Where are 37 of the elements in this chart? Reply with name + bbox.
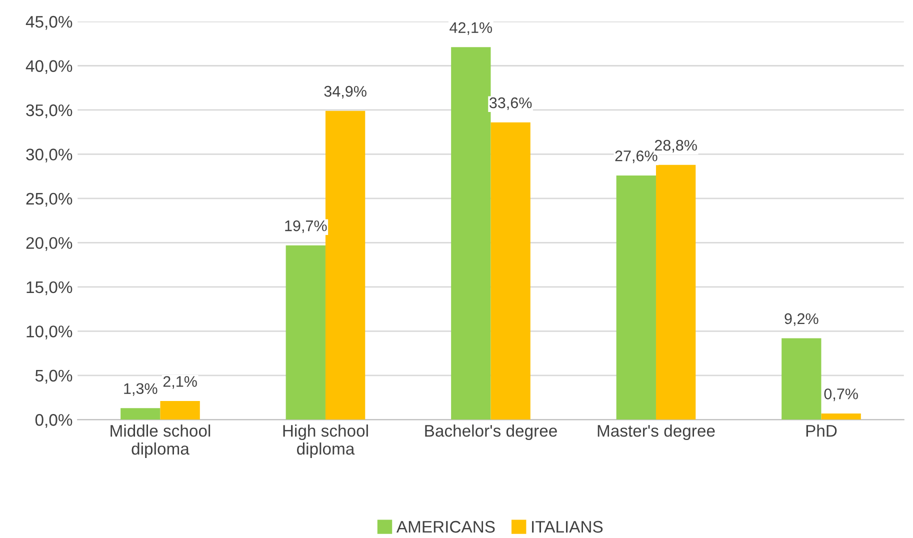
bar bbox=[616, 175, 656, 420]
x-tick-label: High school diploma bbox=[283, 424, 368, 458]
legend-label: AMERICANS bbox=[396, 520, 495, 533]
y-tick-label: 35,0% bbox=[26, 104, 72, 118]
legend-label: ITALIANS bbox=[532, 520, 603, 533]
bar bbox=[325, 110, 366, 420]
y-tick-label: 5,0% bbox=[35, 370, 72, 384]
y-tick-label: 15,0% bbox=[26, 281, 72, 296]
y-tick-label: 30,0% bbox=[26, 148, 72, 162]
x-tick-label: Master's degree bbox=[598, 424, 715, 440]
bar bbox=[120, 408, 160, 420]
data-label: 33,6% bbox=[489, 97, 532, 110]
y-tick-label: 20,0% bbox=[26, 237, 72, 251]
bar bbox=[782, 338, 822, 420]
y-tick-label: 45,0% bbox=[26, 16, 72, 30]
bar bbox=[821, 413, 861, 420]
y-tick-label: 40,0% bbox=[26, 60, 72, 74]
x-tick-label: PhD bbox=[806, 424, 837, 437]
x-tick-label: Middle school diploma bbox=[110, 424, 210, 458]
bar bbox=[160, 401, 200, 420]
data-label: 19,7% bbox=[285, 220, 327, 234]
bar bbox=[451, 47, 491, 420]
data-label: 27,6% bbox=[615, 150, 658, 164]
bar bbox=[656, 164, 696, 420]
y-tick-label: 25,0% bbox=[26, 192, 72, 207]
data-label: 42,1% bbox=[450, 22, 492, 35]
y-tick-label: 10,0% bbox=[26, 326, 72, 340]
y-tick-label: 0,0% bbox=[35, 414, 72, 428]
x-tick-label: Bachelor's degree bbox=[425, 424, 557, 440]
data-label: 28,8% bbox=[654, 140, 697, 153]
data-label: 9,2% bbox=[784, 313, 818, 326]
data-label: 1,3% bbox=[124, 383, 158, 396]
bar bbox=[286, 245, 326, 420]
data-label: 2,1% bbox=[163, 376, 197, 389]
data-label: 34,9% bbox=[324, 86, 366, 99]
bar bbox=[490, 122, 530, 420]
data-label: 0,7% bbox=[824, 388, 858, 402]
